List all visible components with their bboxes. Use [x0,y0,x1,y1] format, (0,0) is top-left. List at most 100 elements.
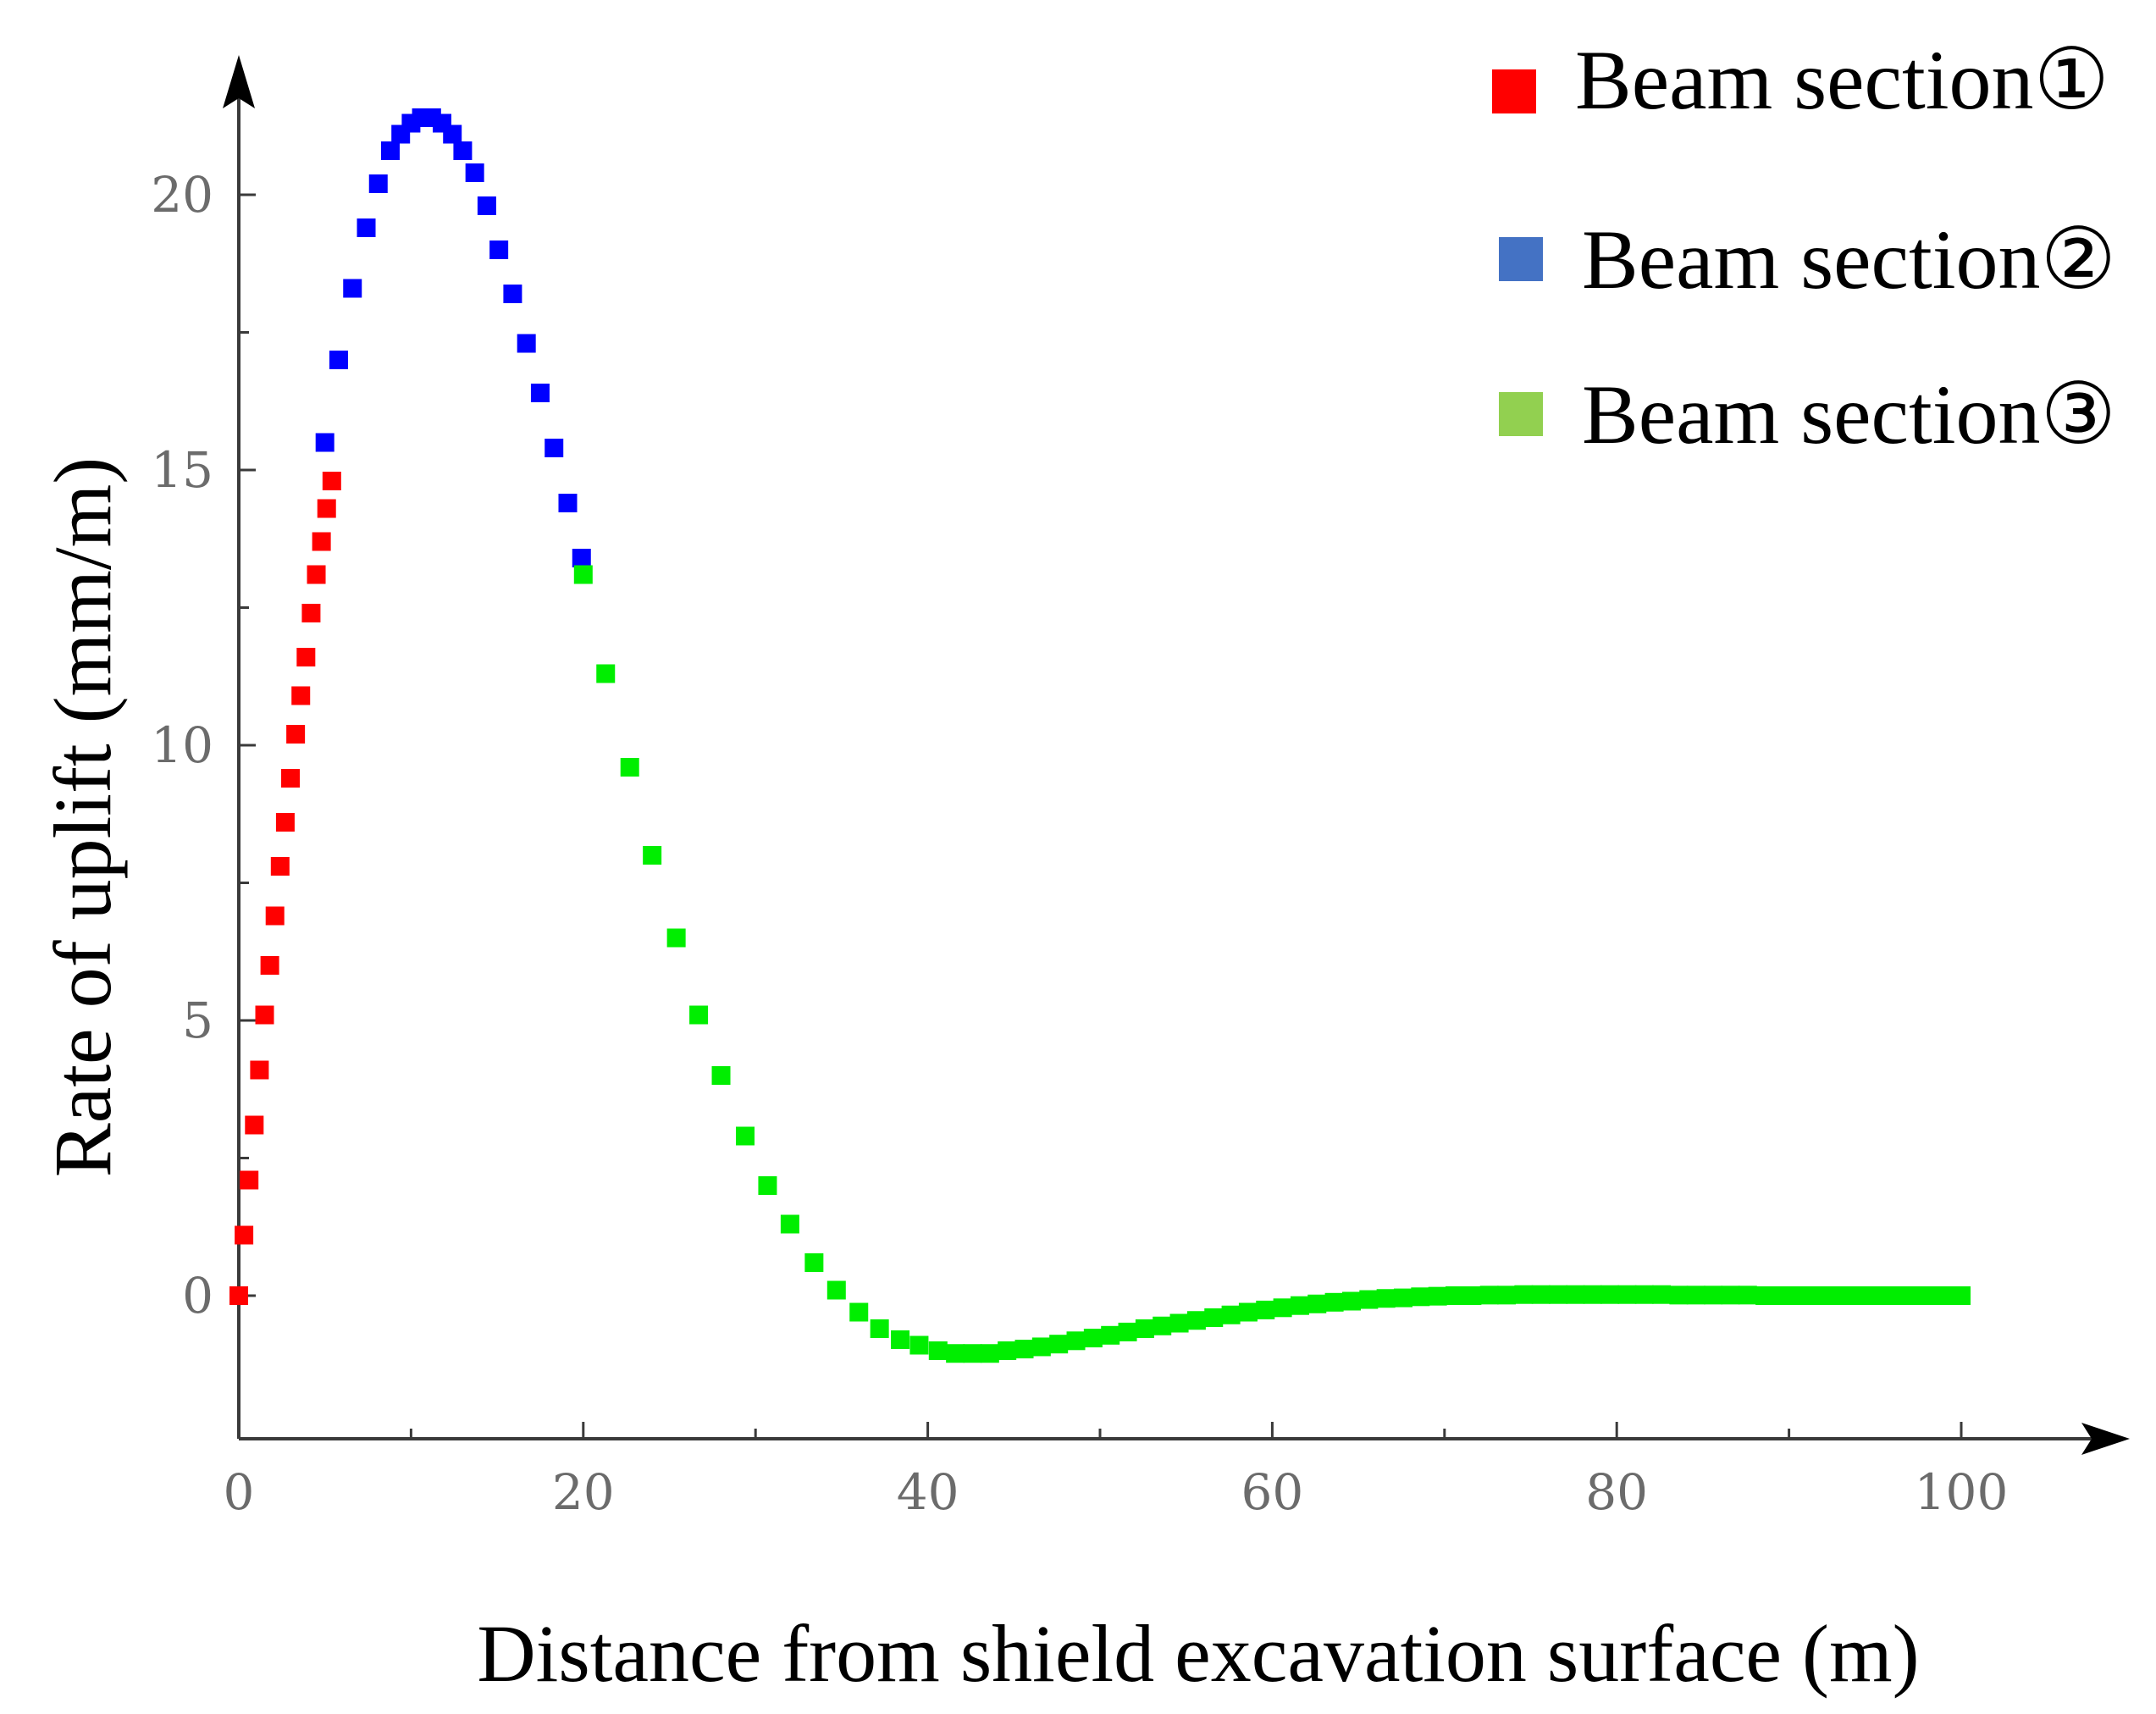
y-tick-label: 10 [151,716,213,774]
data-point [1566,1285,1585,1304]
data-point [1910,1286,1930,1305]
x-tick-label: 100 [1915,1463,2009,1521]
data-point [1221,1305,1241,1324]
data-point [1669,1286,1689,1305]
data-point [1101,1325,1120,1345]
series-2 [315,108,591,567]
data-point [1411,1287,1430,1307]
data-point [322,472,341,490]
data-point [1462,1286,1482,1305]
data-points [229,108,1971,1363]
data-point [368,174,388,193]
data-point [1531,1285,1551,1304]
data-point [558,494,578,512]
x-tick-label: 0 [224,1463,255,1521]
data-point [758,1176,777,1195]
data-point [265,906,285,926]
data-point [1290,1296,1309,1315]
data-point [1497,1286,1517,1305]
data-point [489,241,509,259]
legend: Beam section① Beam section② Beam section… [1492,33,2116,462]
data-point [1153,1316,1172,1335]
data-point [1686,1286,1705,1305]
data-point [245,1115,264,1135]
series-3 [573,565,1971,1363]
x-tick-label: 80 [1585,1463,1648,1521]
data-point [1479,1286,1499,1305]
data-point [963,1344,982,1363]
data-point [980,1344,999,1363]
data-point [1118,1322,1137,1341]
x-tick-label: 40 [897,1463,959,1521]
data-point [1927,1286,1947,1305]
data-point [711,1066,731,1085]
data-point [946,1344,965,1363]
data-point [1204,1308,1224,1327]
ticks: 0 20 40 60 80 100 0 5 10 15 20 [151,166,2008,1521]
data-point [240,1170,259,1190]
data-point [1859,1286,1878,1305]
data-point [250,1060,269,1080]
y-tick-label: 15 [151,441,213,499]
data-point [503,285,522,303]
data-point [573,565,593,584]
data-point [870,1319,889,1338]
data-point [291,686,311,705]
data-point [1738,1286,1757,1305]
y-tick-label: 0 [182,1267,213,1324]
data-point [1600,1285,1620,1304]
data-point [315,433,334,452]
data-point [1083,1329,1103,1348]
data-point [1789,1286,1809,1305]
legend-label-3: Beam section③ [1582,368,2116,462]
data-point [1807,1286,1827,1305]
data-point [1704,1286,1723,1305]
data-point [620,758,639,777]
legend-label-1: Beam section① [1575,33,2109,127]
data-point [780,1214,799,1234]
data-point [849,1302,869,1322]
data-point [1307,1294,1327,1313]
data-point [235,1225,254,1245]
x-tick-label: 20 [552,1463,615,1521]
data-point [1066,1331,1086,1351]
data-point [229,1286,248,1305]
data-point [735,1126,755,1146]
series-1 [229,472,341,1305]
y-axis-title: Rate of uplift (mm/m) [37,457,128,1178]
data-point [301,604,321,622]
x-axis-title: Distance from shield excavation surface … [477,1608,1919,1699]
data-point [1721,1286,1740,1305]
legend-marker-2 [1499,237,1543,281]
data-point [1014,1340,1034,1359]
data-point [317,499,336,518]
data-point [296,648,316,666]
data-point [1186,1311,1206,1330]
data-point [1359,1290,1379,1309]
data-point [1446,1286,1465,1305]
data-point [286,725,306,744]
data-point [343,279,362,298]
data-point [1031,1337,1051,1357]
data-point [1652,1285,1672,1304]
data-point [1583,1285,1602,1304]
y-tick-label: 20 [151,166,213,224]
data-point [1876,1286,1895,1305]
data-point [1324,1292,1344,1312]
data-point [517,334,536,353]
data-point [270,857,290,876]
data-point [1169,1313,1189,1333]
data-point [998,1341,1017,1360]
data-point [255,1005,274,1025]
data-point [380,141,400,160]
legend-marker-3 [1499,392,1543,436]
data-point [689,1005,709,1025]
data-point [1514,1285,1534,1304]
data-point [477,196,496,215]
data-point [1238,1302,1258,1322]
data-point [1049,1335,1069,1354]
data-point [1772,1286,1792,1305]
data-point [1341,1291,1361,1311]
